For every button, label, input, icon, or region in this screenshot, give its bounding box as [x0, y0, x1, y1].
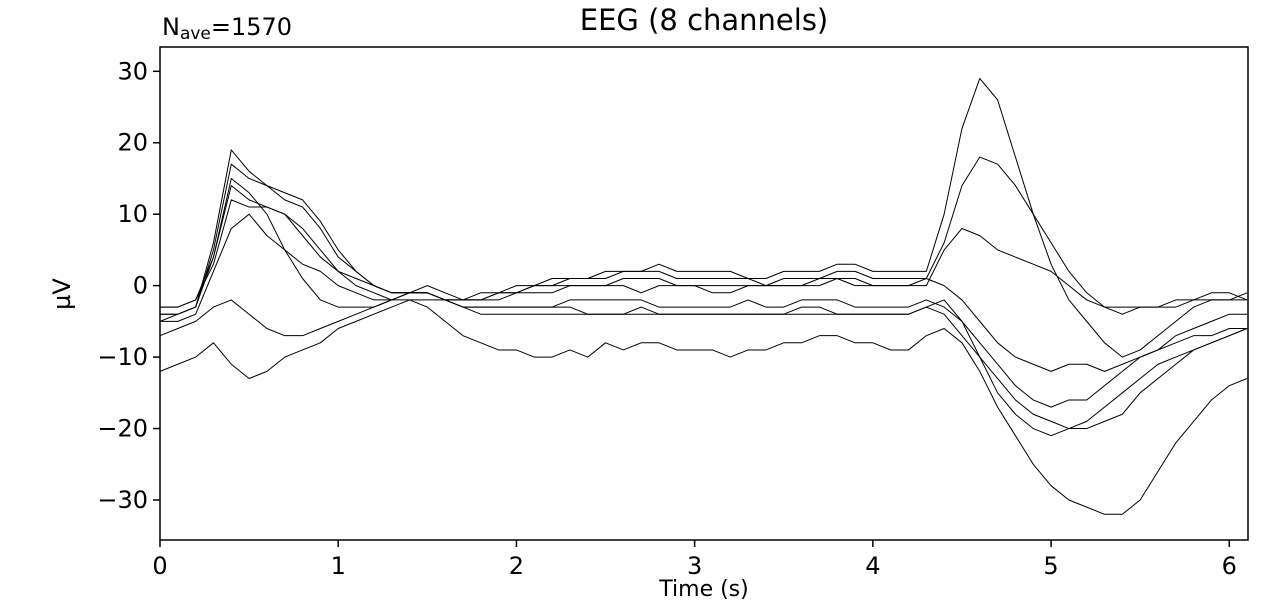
eeg-trace	[160, 177, 1248, 437]
eeg-trace	[160, 199, 1248, 372]
x-tick-label: 6	[1222, 552, 1237, 580]
axes-frame	[159, 46, 1249, 541]
y-tick-label: −10	[97, 343, 148, 371]
plot-area	[159, 77, 1248, 515]
y-tick-label: 0	[133, 272, 148, 300]
x-tick-label: 3	[687, 552, 702, 580]
x-axis-label: Time (s)	[658, 577, 748, 600]
x-tick-label: 4	[865, 552, 880, 580]
annotation-main: N	[162, 13, 180, 41]
x-tick-label: 1	[331, 552, 346, 580]
eeg-trace	[159, 299, 1248, 515]
eeg-trace	[160, 185, 1248, 308]
x-tick-label: 0	[152, 552, 167, 580]
y-tick-label: −30	[97, 486, 148, 514]
y-tick-label: −20	[97, 415, 148, 443]
annotation-sub: ave	[180, 24, 211, 44]
x-tick-label: 2	[509, 552, 524, 580]
y-tick-label: 20	[117, 129, 148, 157]
eeg-trace	[160, 213, 1248, 408]
y-axis-label: µV	[48, 278, 76, 310]
y-tick-label: 10	[117, 200, 148, 228]
annotation-rest: =1570	[211, 13, 292, 41]
chart-title: EEG (8 channels)	[580, 3, 829, 37]
annotation: Nave=1570	[162, 13, 292, 44]
x-tick-label: 5	[1043, 552, 1058, 580]
y-tick-label: 30	[117, 57, 148, 85]
eeg-trace	[159, 156, 1248, 322]
eeg-trace	[160, 77, 1248, 358]
